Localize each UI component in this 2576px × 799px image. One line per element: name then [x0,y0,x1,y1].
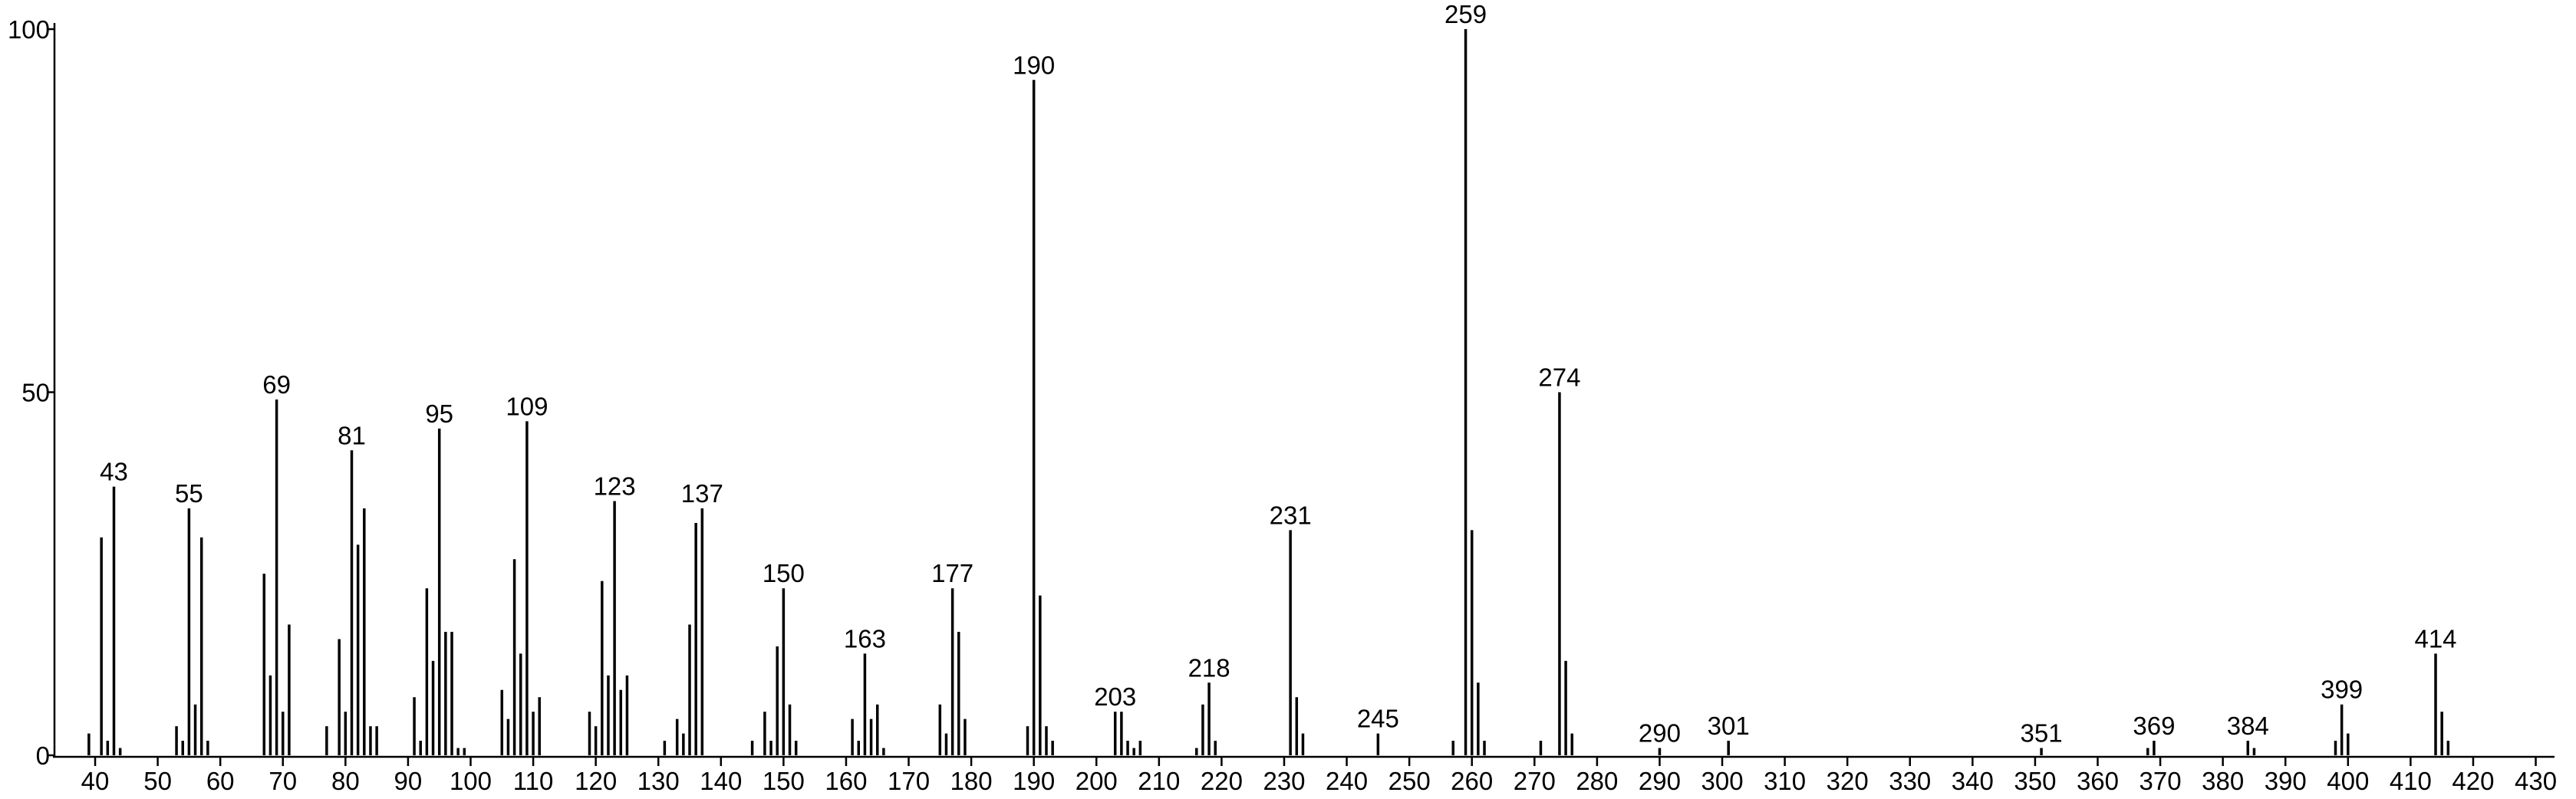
x-tick-label: 210 [1138,767,1180,795]
x-tick-label: 290 [1639,767,1681,795]
peak-label: 301 [1708,712,1750,740]
x-tick-label: 170 [888,767,930,795]
peak-label: 351 [2021,719,2063,748]
x-tick-label: 190 [1013,767,1055,795]
y-tick-label: 50 [21,379,50,407]
peak-label: 290 [1639,719,1681,748]
peak-label: 190 [1013,51,1055,79]
peak-label: 274 [1538,363,1580,392]
peak-label: 203 [1094,682,1136,711]
peak-label: 163 [844,624,886,653]
x-tick-label: 220 [1201,767,1243,795]
peak-label: 55 [175,479,203,508]
x-tick-label: 100 [450,767,492,795]
x-tick-label: 340 [1952,767,1994,795]
x-tick-label: 360 [2077,767,2119,795]
x-tick-label: 260 [1451,767,1493,795]
x-tick-label: 370 [2140,767,2182,795]
peak-label: 123 [594,472,636,501]
peak-label: 218 [1188,653,1230,682]
x-tick-label: 200 [1076,767,1118,795]
x-tick-label: 40 [81,767,110,795]
x-tick-label: 390 [2265,767,2307,795]
peak-label: 81 [338,421,366,449]
x-tick-label: 140 [700,767,742,795]
y-tick-label: 100 [8,15,50,44]
x-tick-label: 230 [1263,767,1305,795]
y-tick-label: 0 [36,741,50,770]
x-tick-label: 60 [206,767,235,795]
x-tick-label: 130 [637,767,680,795]
x-tick-label: 380 [2202,767,2244,795]
peak-label: 150 [763,559,805,587]
x-tick-label: 310 [1764,767,1806,795]
x-tick-label: 350 [2014,767,2056,795]
x-tick-label: 70 [268,767,297,795]
peak-label: 109 [506,392,548,420]
peak-label: 245 [1357,705,1399,733]
peak-label: 369 [2133,712,2175,740]
peak-label: 69 [262,370,291,399]
x-tick-label: 400 [2327,767,2369,795]
x-tick-label: 250 [1388,767,1431,795]
x-tick-label: 160 [825,767,867,795]
x-tick-label: 180 [950,767,993,795]
peak-label: 399 [2321,676,2363,704]
peak-label: 259 [1444,0,1487,28]
x-tick-label: 110 [513,767,554,795]
x-tick-label: 50 [143,767,172,795]
x-tick-label: 270 [1514,767,1556,795]
x-tick-label: 320 [1827,767,1869,795]
x-tick-label: 420 [2452,767,2494,795]
peak-label: 231 [1270,501,1312,529]
peak-label: 137 [681,479,723,508]
x-tick-label: 410 [2390,767,2432,795]
x-tick-label: 80 [331,767,360,795]
peak-label: 384 [2227,712,2269,740]
peak-label: 177 [931,559,973,587]
x-tick-label: 120 [575,767,617,795]
x-tick-label: 330 [1889,767,1931,795]
peak-label: 95 [425,400,453,428]
x-tick-label: 280 [1576,767,1618,795]
x-tick-label: 300 [1701,767,1743,795]
peak-label: 43 [100,458,128,486]
x-tick-label: 150 [763,767,805,795]
x-tick-label: 240 [1326,767,1368,795]
x-tick-label: 430 [2515,767,2557,795]
x-tick-label: 90 [394,767,423,795]
peak-label: 414 [2414,624,2456,653]
